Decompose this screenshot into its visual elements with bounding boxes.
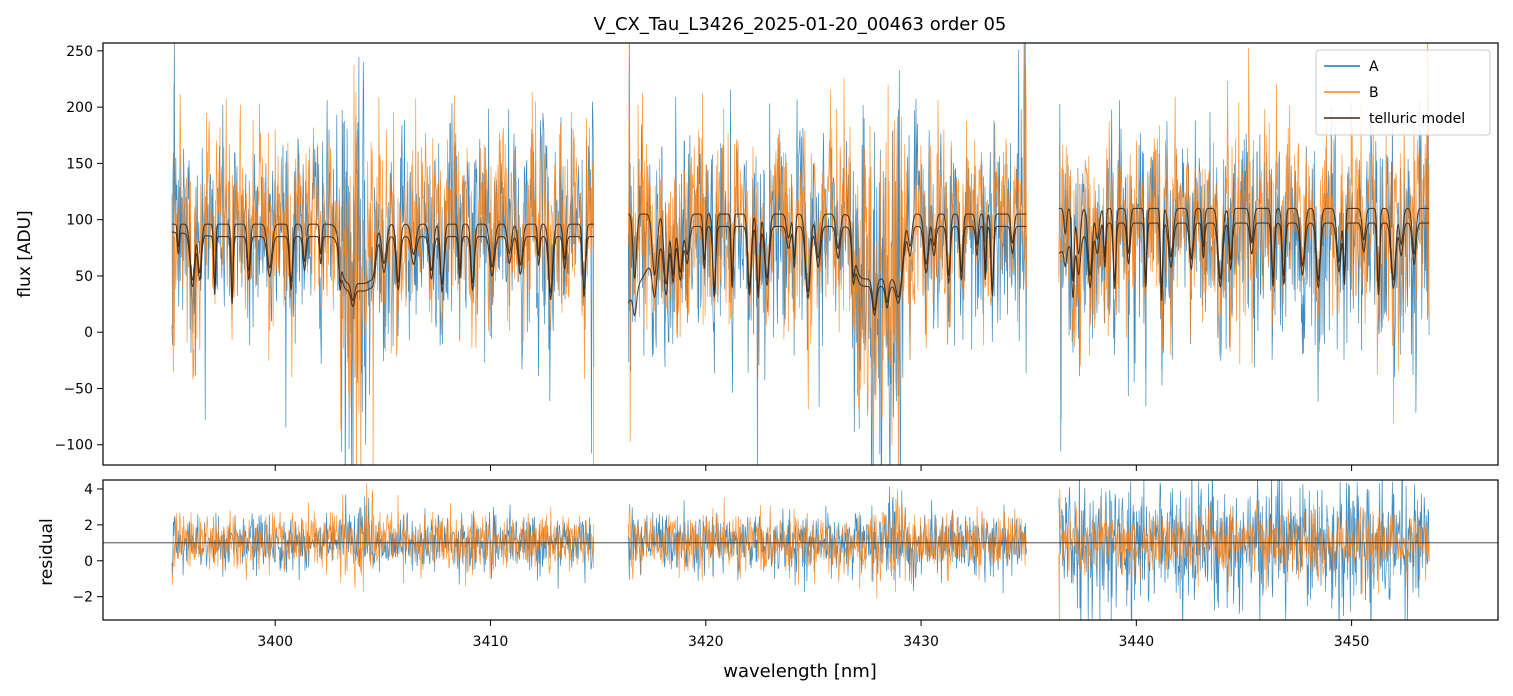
flux-y-tick-label: −100 [55,438,93,454]
residual-plot-area [103,480,1498,620]
flux-y-tick-label: 150 [66,156,93,172]
chart-title: V_CX_Tau_L3426_2025-01-20_00463 order 05 [594,14,1007,35]
flux-x-ticks [274,465,1353,471]
flux-y-tick-label: 50 [75,269,93,285]
flux-y-tick-label: −50 [63,381,93,397]
x-tick-label: 3450 [1334,634,1370,650]
flux-y-tick-label: 0 [84,325,93,341]
residual-axes-frame [102,479,1499,621]
residual-y-axis: 4 2 0 −2 [72,482,103,606]
legend-label-a: A [1369,59,1379,75]
x-axis-label: wavelength [nm] [723,661,877,682]
residual-y-tick-label: 2 [84,518,93,534]
residual-panel: 420−2 3400 3410 3420 3430 3440 3450 residual … [37,479,1499,682]
x-tick-label: 3400 [257,634,293,650]
flux-y-axis: 250 200 150 100 50 0 −50 −100 [55,44,103,454]
flux-y-tick-label: 250 [66,44,93,60]
flux-axes-frame [102,42,1499,466]
legend: A B telluric model [1315,49,1491,136]
x-tick-label: 3430 [903,634,939,650]
flux-y-label: flux [ADU] [15,210,35,297]
residual-y-tick-label: 0 [84,554,93,570]
residual-y-tick-label: −2 [72,590,93,606]
telluric-model-lower-line [171,222,1430,317]
flux-y-tick-label: 200 [66,100,93,116]
flux-y-tick-label: 100 [66,213,93,229]
legend-label-telluric: telluric model [1369,111,1465,127]
series-a-residual-line [171,480,1430,620]
legend-label-b: B [1369,85,1379,101]
x-tick-label: 3440 [1119,634,1155,650]
flux-plot-area [171,43,1430,465]
flux-panel: V_CX_Tau_L3426_2025-01-20_00463 order 05… [15,14,1499,471]
legend-frame [1315,49,1491,136]
residual-x-axis: 3400 3410 3420 3430 3440 3450 [257,620,1369,650]
series-b-residual-line [171,482,1430,620]
x-tick-label: 3420 [688,634,724,650]
x-tick-label: 3410 [473,634,509,650]
residual-y-tick-label: 4 [84,482,93,498]
residual-y-label: residual [37,518,57,585]
